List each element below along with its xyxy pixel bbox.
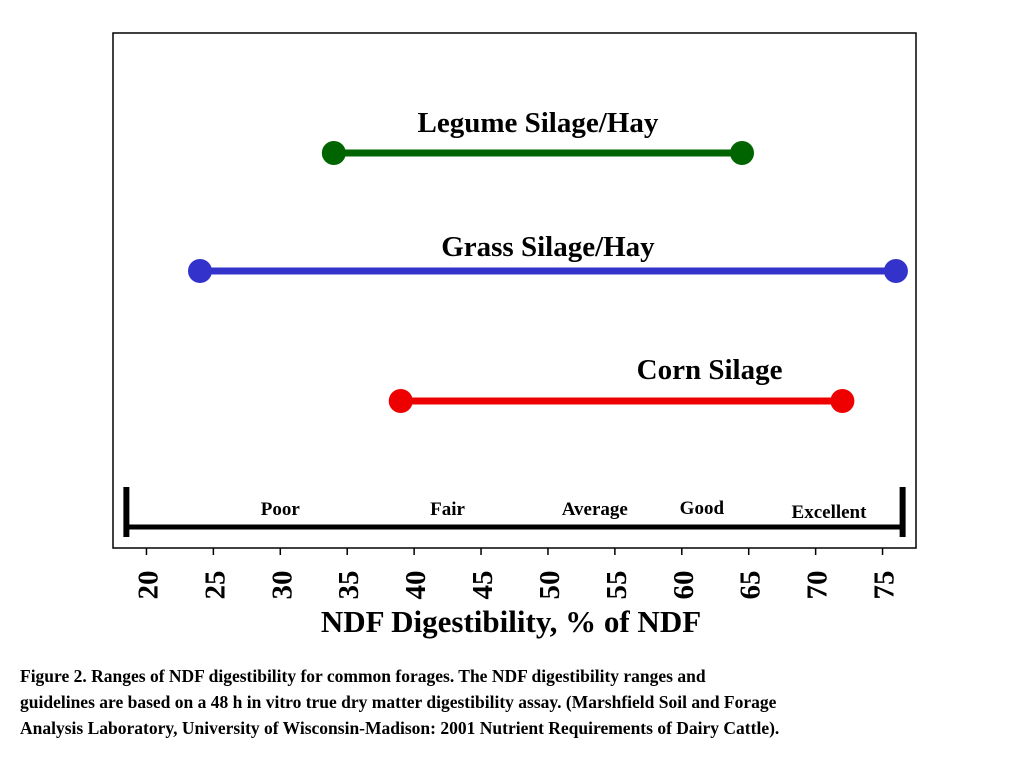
- rating-label: Good: [680, 498, 725, 519]
- x-tick-label: 50: [534, 571, 566, 600]
- range-start-point: [388, 389, 413, 413]
- range-start-point: [321, 141, 346, 165]
- figure-caption: Figure 2. Ranges of NDF digestibility fo…: [20, 663, 1010, 741]
- x-tick-label: 45: [467, 571, 499, 600]
- range-end-point: [883, 259, 908, 283]
- series-group: Legume Silage/Hay Grass Silage/Hay Corn Si…: [187, 107, 908, 413]
- series-label: Corn Silage: [637, 354, 783, 386]
- caption-line: guidelines are based on a 48 h in vitro …: [20, 692, 777, 712]
- x-tick-label: 25: [199, 571, 231, 600]
- rating-label: Poor: [261, 499, 301, 520]
- x-tick-label: 30: [266, 571, 298, 600]
- x-tick-label: 75: [869, 571, 901, 600]
- x-tick-label: 55: [601, 571, 633, 600]
- x-tick-label: 60: [668, 571, 700, 600]
- series-label: Grass Silage/Hay: [441, 231, 655, 263]
- x-axis-ticks: 20 25 30 35 40 45 50 55 60 65 70 75: [132, 548, 901, 600]
- x-tick-label: 35: [333, 571, 365, 600]
- range-start-point: [187, 259, 212, 283]
- rating-scale: Poor Fair Average Good Excellent: [123, 487, 906, 537]
- range-end-point: [830, 389, 855, 413]
- plot-frame: [112, 32, 917, 549]
- caption-line: Figure 2. Ranges of NDF digestibility fo…: [20, 666, 706, 686]
- x-tick-label: 20: [132, 571, 164, 600]
- series-label: Legume Silage/Hay: [417, 107, 658, 139]
- rating-label: Excellent: [792, 502, 868, 523]
- ndf-range-chart: 20 25 30 35 40 45 50 55 60 65 70 75 Poor Fair Average…: [112, 32, 917, 639]
- x-tick-label: 70: [802, 571, 834, 600]
- caption-line: Analysis Laboratory, University of Wisco…: [20, 718, 780, 738]
- x-tick-label: 40: [400, 571, 432, 600]
- rating-label: Average: [562, 499, 628, 520]
- rating-label: Fair: [430, 499, 465, 520]
- x-tick-label: 65: [735, 571, 767, 600]
- x-axis-label: NDF Digestibility, % of NDF: [321, 604, 701, 639]
- range-end-point: [730, 141, 755, 165]
